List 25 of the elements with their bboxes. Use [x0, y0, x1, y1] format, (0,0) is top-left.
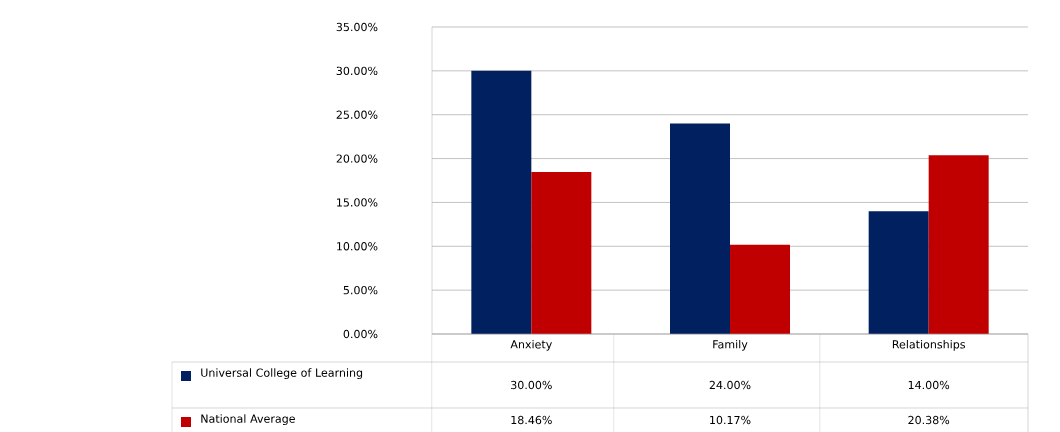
bar: [531, 172, 592, 334]
y-tick-label: 25.00%: [336, 110, 378, 119]
y-tick-label: 0.00%: [343, 329, 378, 339]
x-tick-label: Relationships: [892, 339, 966, 351]
data-label: 20.38%: [908, 415, 950, 425]
y-tick-label: 15.00%: [337, 198, 378, 207]
bar: [471, 70, 532, 334]
data-label: 10.17%: [710, 415, 751, 425]
data-label: 14.00%: [908, 380, 950, 390]
data-label: 24.00%: [709, 380, 751, 390]
data-label: 30.00%: [511, 380, 552, 390]
bar: [928, 155, 989, 334]
x-tick-label: Anxiety: [510, 339, 552, 351]
bar: [670, 123, 731, 334]
data-label: 18.46%: [511, 415, 552, 425]
y-tick-label: 20.00%: [336, 154, 378, 163]
y-tick-label: 35.00%: [336, 22, 378, 32]
bar: [868, 211, 929, 334]
legend-label: Universal College of Learning: [201, 368, 363, 379]
legend-label: National Average: [201, 414, 295, 425]
x-tick-label: Family: [713, 339, 748, 351]
bar: [730, 244, 791, 334]
y-tick-label: 5.00%: [343, 285, 378, 295]
y-tick-label: 30.00%: [336, 66, 378, 76]
y-tick-label: 10.00%: [337, 242, 378, 251]
